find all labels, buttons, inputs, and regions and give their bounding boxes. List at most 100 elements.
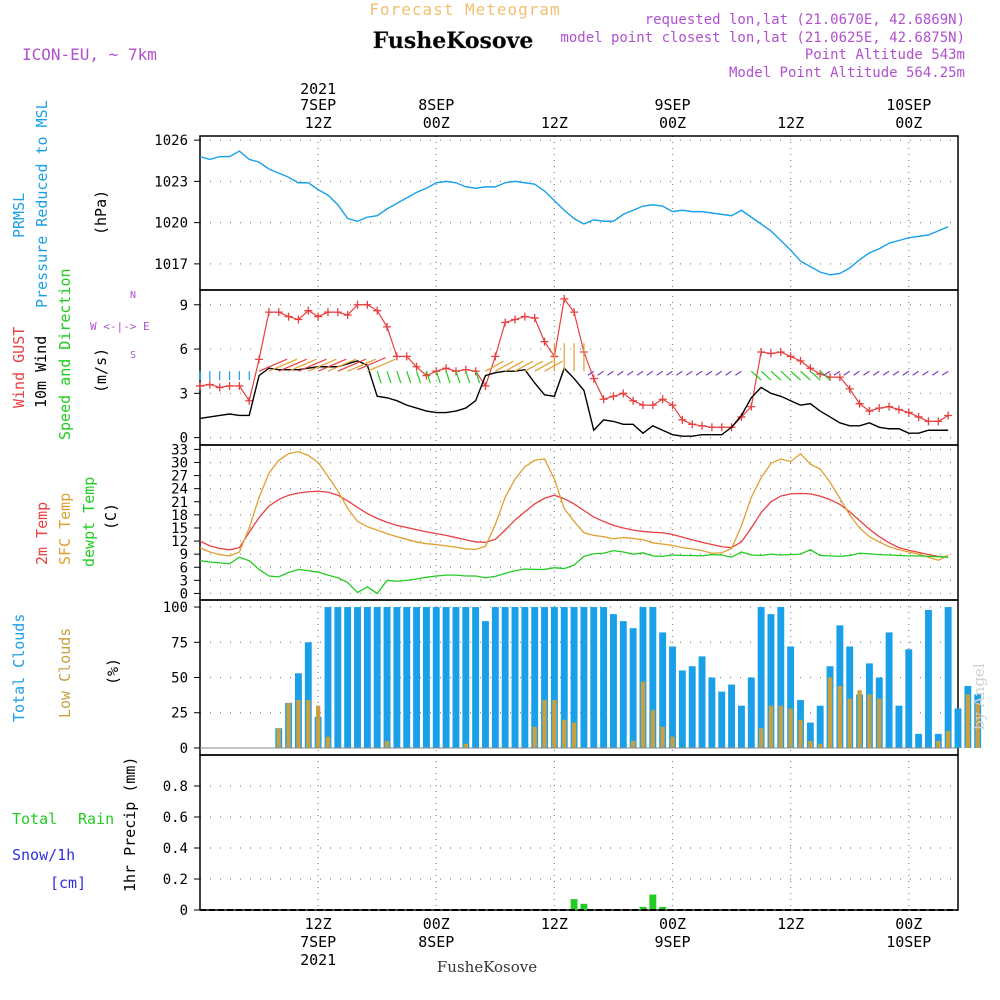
total-cloud-bar (718, 691, 726, 748)
wind-barb (416, 371, 422, 384)
total-cloud-bar (925, 609, 932, 748)
ytick-label: 18 (171, 508, 188, 524)
gust-marker (196, 381, 204, 390)
total-cloud-bar (787, 646, 795, 748)
wind-barb (495, 360, 514, 372)
gust-marker (865, 407, 874, 416)
ytick-label: 75 (171, 635, 188, 651)
gust-marker (747, 402, 756, 411)
gust-marker (658, 395, 667, 404)
total-cloud-bar (619, 621, 627, 748)
top-time-label: 12Z (541, 114, 568, 132)
low-cloud-bar (857, 690, 862, 748)
wind-barb (705, 370, 713, 376)
panel-5: 0 0.2 0.4 0.6 0.8 (163, 754, 959, 919)
total-cloud-bar (757, 607, 765, 748)
gust-marker (363, 300, 372, 309)
wind-barb (912, 370, 919, 376)
gust-marker (294, 315, 303, 324)
low-cloud-bar (936, 740, 941, 748)
wind-barb (376, 371, 382, 384)
wind-barb (872, 370, 880, 376)
gust-marker (619, 389, 628, 398)
gust-marker (678, 415, 687, 424)
total-cloud-bar (403, 607, 411, 748)
low-cloud-bar (286, 702, 291, 748)
bottom-time-label: 00Z (659, 915, 686, 933)
total-cloud-bar (452, 607, 460, 748)
celsius-label: (C) (102, 503, 120, 530)
gust-marker (570, 308, 579, 317)
wind-barb (685, 370, 693, 376)
wind-barb (435, 371, 441, 384)
top-time-label: 12Z (305, 114, 332, 132)
wind-barb (902, 370, 910, 376)
low-cloud-bar (798, 719, 803, 748)
total-cloud-bar (354, 607, 361, 748)
gust-marker (205, 380, 214, 389)
ytick-label: 12 (171, 534, 188, 550)
wind-barb (843, 370, 851, 376)
low-cloud-bar (315, 705, 321, 748)
wind-barb (485, 360, 504, 372)
wind-barb (278, 358, 307, 372)
wind-barb (386, 371, 392, 384)
ytick-label: 6 (180, 342, 188, 358)
watermark: by Angel (970, 663, 988, 730)
low-cloud-bar (768, 705, 774, 748)
bottom-time-label: 8SEP (418, 933, 454, 951)
wind-barb (819, 370, 831, 381)
ytick-label: 9 (180, 298, 188, 314)
wind-barb (524, 360, 544, 372)
wind-barb (317, 358, 347, 372)
wind-barb (715, 370, 723, 376)
panel-frame (199, 754, 959, 911)
hpa-label: (hPa) (92, 190, 110, 235)
total-cloud-bar (344, 607, 352, 748)
rain-bar (659, 906, 667, 910)
snow-label: Snow/1h (12, 846, 75, 864)
wind-barb (735, 370, 742, 376)
total-cloud-bar (885, 632, 893, 748)
wind-gust-label: Wind GUST (10, 327, 28, 408)
bottom-time-label: 7SEP (300, 933, 336, 951)
gust-marker (806, 364, 815, 373)
precip-labels: Total Rain Snow/1h [cm] 1hr Precip (mm) (12, 757, 139, 892)
top-time-label: 00Z (895, 114, 922, 132)
gust-marker (766, 349, 775, 358)
total-cloud-bar (806, 722, 814, 748)
wind-barb (288, 358, 317, 372)
total-cloud-bar (708, 677, 716, 748)
prmsl-label: PRMSL (10, 193, 28, 238)
total-cloud-bar (304, 642, 312, 748)
wind-barb (475, 371, 481, 384)
ytick-label: 30 (171, 455, 188, 471)
total-cloud-bar (767, 614, 775, 748)
top-time-label: 00Z (659, 114, 686, 132)
gust-marker (668, 401, 677, 410)
gust-marker (323, 308, 332, 317)
wind-barb (626, 370, 634, 376)
total-cloud-bar (521, 607, 529, 748)
wind-barb (863, 370, 870, 376)
gust-marker (264, 308, 273, 317)
panels: 1017102010231026036903691215182124273033… (154, 133, 982, 919)
total-cloud-bar (777, 607, 785, 748)
model-label: ICON-EU, ~ 7km (22, 45, 157, 64)
total-cloud-bar (846, 646, 854, 748)
bottom-time-label: 00Z (423, 915, 450, 933)
total-cloud-bar (432, 607, 440, 748)
ytick-label: 25 (171, 706, 188, 722)
t2m-label: 2m Temp (33, 502, 51, 565)
total-cloud-bar (659, 632, 667, 748)
wind-barb (695, 370, 703, 376)
low-cloud-bar (758, 728, 764, 748)
ms-label: (m/s) (92, 348, 110, 393)
gust-marker (530, 314, 539, 323)
wind-barb (750, 370, 762, 381)
low-cloud-bar (640, 681, 646, 748)
wind-barb (833, 370, 841, 376)
gust-marker (924, 417, 933, 426)
low-cloud-bar (660, 726, 665, 748)
